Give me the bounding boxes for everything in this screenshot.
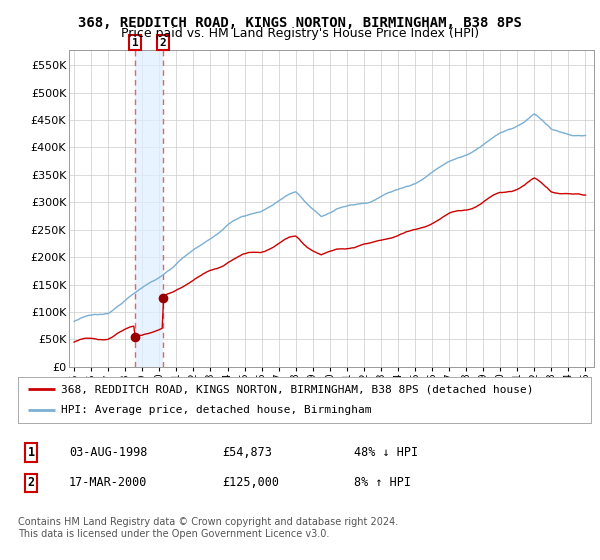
Text: 2: 2 (160, 38, 166, 48)
Text: HPI: Average price, detached house, Birmingham: HPI: Average price, detached house, Birm… (61, 405, 371, 416)
Text: 48% ↓ HPI: 48% ↓ HPI (354, 446, 418, 459)
Text: 1: 1 (132, 38, 139, 48)
Text: £54,873: £54,873 (222, 446, 272, 459)
Text: 03-AUG-1998: 03-AUG-1998 (69, 446, 148, 459)
Text: 368, REDDITCH ROAD, KINGS NORTON, BIRMINGHAM, B38 8PS (detached house): 368, REDDITCH ROAD, KINGS NORTON, BIRMIN… (61, 384, 533, 394)
Text: £125,000: £125,000 (222, 476, 279, 489)
Text: Contains HM Land Registry data © Crown copyright and database right 2024.
This d: Contains HM Land Registry data © Crown c… (18, 517, 398, 539)
Text: 17-MAR-2000: 17-MAR-2000 (69, 476, 148, 489)
Text: 2: 2 (28, 476, 35, 489)
Text: Price paid vs. HM Land Registry's House Price Index (HPI): Price paid vs. HM Land Registry's House … (121, 27, 479, 40)
Bar (135, 50, 163, 367)
Text: 8% ↑ HPI: 8% ↑ HPI (354, 476, 411, 489)
Text: 1: 1 (28, 446, 35, 459)
Text: 368, REDDITCH ROAD, KINGS NORTON, BIRMINGHAM, B38 8PS: 368, REDDITCH ROAD, KINGS NORTON, BIRMIN… (78, 16, 522, 30)
